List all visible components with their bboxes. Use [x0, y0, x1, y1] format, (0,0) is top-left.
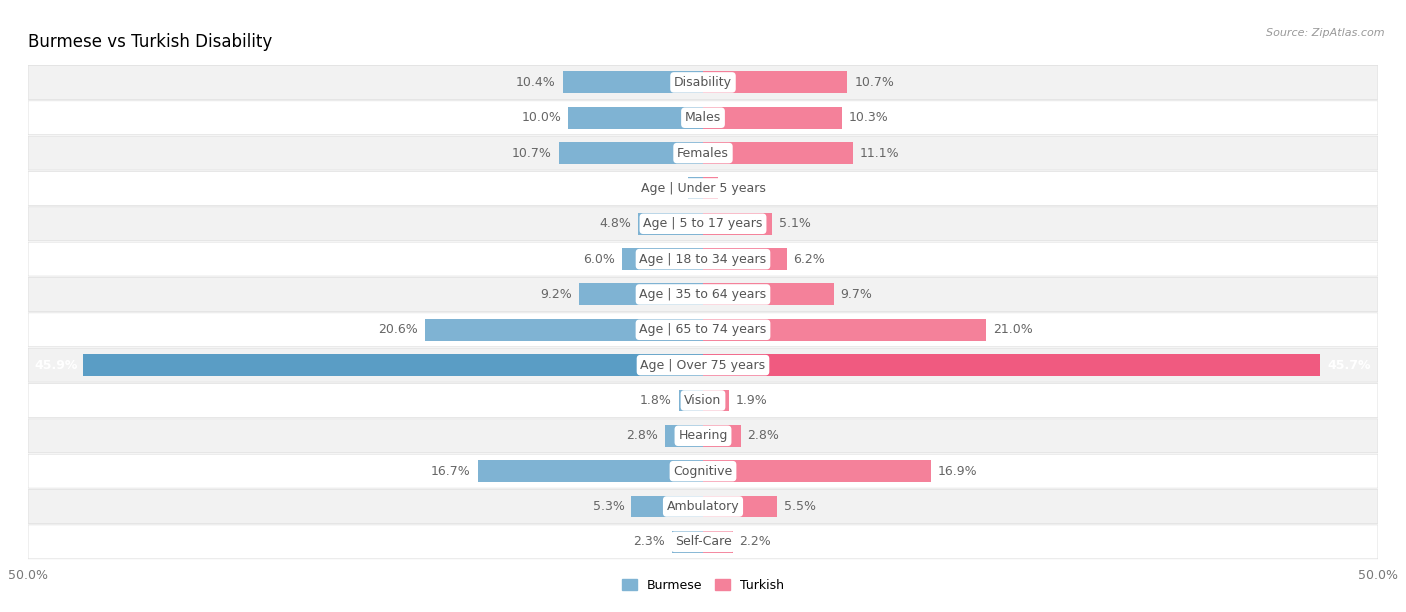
Bar	[631, 496, 703, 518]
Bar	[703, 531, 733, 553]
FancyBboxPatch shape	[28, 454, 1378, 488]
Bar	[703, 177, 718, 200]
Legend: Burmese, Turkish: Burmese, Turkish	[617, 574, 789, 597]
Text: Age | 18 to 34 years: Age | 18 to 34 years	[640, 253, 766, 266]
FancyBboxPatch shape	[28, 384, 1378, 417]
Bar	[703, 248, 787, 270]
Bar	[703, 213, 772, 235]
Bar	[568, 106, 703, 129]
Bar	[703, 142, 853, 164]
Text: Age | Over 75 years: Age | Over 75 years	[641, 359, 765, 371]
FancyBboxPatch shape	[28, 171, 1378, 206]
FancyBboxPatch shape	[28, 419, 1378, 453]
Text: Ambulatory: Ambulatory	[666, 500, 740, 513]
Bar	[703, 460, 931, 482]
Text: Age | 5 to 17 years: Age | 5 to 17 years	[644, 217, 762, 230]
Text: 1.9%: 1.9%	[735, 394, 768, 407]
Text: Burmese vs Turkish Disability: Burmese vs Turkish Disability	[28, 32, 273, 51]
Text: Source: ZipAtlas.com: Source: ZipAtlas.com	[1267, 28, 1385, 37]
FancyBboxPatch shape	[28, 490, 1378, 523]
Text: 20.6%: 20.6%	[378, 323, 418, 336]
Text: 1.8%: 1.8%	[640, 394, 672, 407]
Text: 10.7%: 10.7%	[512, 147, 551, 160]
Text: 10.4%: 10.4%	[516, 76, 555, 89]
Text: 45.9%: 45.9%	[35, 359, 79, 371]
Bar	[638, 213, 703, 235]
Text: 2.8%: 2.8%	[627, 429, 658, 442]
Bar	[665, 425, 703, 447]
Text: Males: Males	[685, 111, 721, 124]
Text: 10.7%: 10.7%	[855, 76, 894, 89]
Text: 10.3%: 10.3%	[849, 111, 889, 124]
Text: 16.9%: 16.9%	[938, 465, 977, 477]
Text: 2.2%: 2.2%	[740, 536, 772, 548]
Bar	[703, 389, 728, 411]
Bar	[562, 72, 703, 94]
FancyBboxPatch shape	[28, 65, 1378, 99]
Text: 11.1%: 11.1%	[859, 147, 900, 160]
Text: Age | 35 to 64 years: Age | 35 to 64 years	[640, 288, 766, 301]
Bar	[703, 496, 778, 518]
Text: 45.7%: 45.7%	[1327, 359, 1371, 371]
Text: Vision: Vision	[685, 394, 721, 407]
Bar	[703, 425, 741, 447]
Text: 5.1%: 5.1%	[779, 217, 810, 230]
Text: Age | Under 5 years: Age | Under 5 years	[641, 182, 765, 195]
Text: 9.2%: 9.2%	[540, 288, 572, 301]
Bar	[672, 531, 703, 553]
FancyBboxPatch shape	[28, 277, 1378, 312]
Bar	[703, 283, 834, 305]
Text: 5.3%: 5.3%	[593, 500, 624, 513]
Text: Self-Care: Self-Care	[675, 536, 731, 548]
FancyBboxPatch shape	[28, 136, 1378, 170]
FancyBboxPatch shape	[28, 101, 1378, 135]
Text: 9.7%: 9.7%	[841, 288, 873, 301]
FancyBboxPatch shape	[28, 242, 1378, 276]
Text: Hearing: Hearing	[678, 429, 728, 442]
Bar	[688, 177, 703, 200]
Text: 21.0%: 21.0%	[993, 323, 1033, 336]
Text: Disability: Disability	[673, 76, 733, 89]
Text: 5.5%: 5.5%	[785, 500, 815, 513]
Text: 2.8%: 2.8%	[748, 429, 779, 442]
Text: 6.0%: 6.0%	[583, 253, 616, 266]
Text: Cognitive: Cognitive	[673, 465, 733, 477]
Bar	[621, 248, 703, 270]
Bar	[558, 142, 703, 164]
Bar	[83, 354, 703, 376]
Text: 16.7%: 16.7%	[432, 465, 471, 477]
Text: 2.3%: 2.3%	[634, 536, 665, 548]
FancyBboxPatch shape	[28, 525, 1378, 559]
Text: 1.1%: 1.1%	[650, 182, 682, 195]
Bar	[703, 72, 848, 94]
FancyBboxPatch shape	[28, 348, 1378, 382]
Bar	[679, 389, 703, 411]
Bar	[579, 283, 703, 305]
Text: 6.2%: 6.2%	[793, 253, 825, 266]
Text: 4.8%: 4.8%	[599, 217, 631, 230]
Bar	[425, 319, 703, 341]
Text: 1.1%: 1.1%	[724, 182, 756, 195]
FancyBboxPatch shape	[28, 207, 1378, 241]
Text: 10.0%: 10.0%	[522, 111, 561, 124]
Text: Age | 65 to 74 years: Age | 65 to 74 years	[640, 323, 766, 336]
Text: Females: Females	[678, 147, 728, 160]
Bar	[703, 354, 1320, 376]
FancyBboxPatch shape	[28, 313, 1378, 347]
Bar	[478, 460, 703, 482]
Bar	[703, 319, 987, 341]
Bar	[703, 106, 842, 129]
